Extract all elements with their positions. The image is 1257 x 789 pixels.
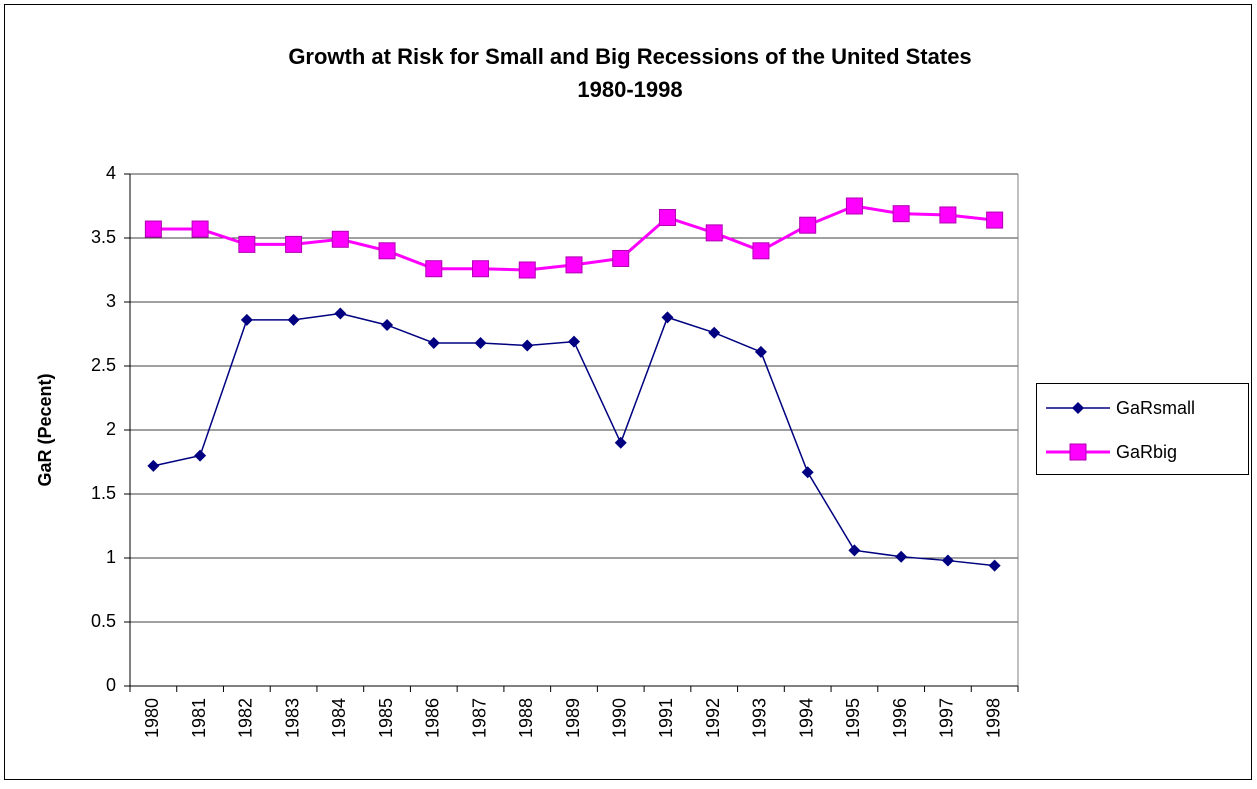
x-tick-label: 1981	[189, 698, 209, 738]
grid: 0 0.5 1 1.5 2 2.5 3 3.5 4 1980 1981 1982 1983 1984 198…	[91, 163, 1019, 738]
x-tick-label: 1980	[142, 698, 162, 738]
marker	[801, 466, 814, 479]
y-tick-label: 0.5	[91, 611, 116, 631]
marker	[708, 326, 721, 339]
marker	[565, 256, 583, 274]
marker	[518, 261, 536, 279]
marker	[705, 224, 723, 242]
y-tick-label: 3.5	[91, 227, 116, 247]
marker	[658, 209, 676, 227]
legend: GaRsmall GaRbig	[1046, 398, 1195, 462]
y-tick-label: 1	[106, 547, 116, 567]
marker	[612, 249, 630, 267]
marker	[521, 339, 534, 352]
x-tick-label: 1995	[843, 698, 863, 738]
x-tick-label: 1983	[282, 698, 302, 738]
marker	[752, 242, 770, 260]
marker	[614, 436, 627, 449]
y-tick-label: 2	[106, 419, 116, 439]
marker	[472, 260, 490, 278]
marker	[895, 550, 908, 563]
x-tick-label: 1989	[563, 698, 583, 738]
x-tick-label: 1984	[329, 698, 349, 738]
y-tick-label: 3	[106, 291, 116, 311]
marker	[941, 554, 954, 567]
marker	[474, 336, 487, 349]
marker	[331, 230, 349, 248]
marker	[240, 313, 253, 326]
x-tick-label: 1993	[750, 698, 770, 738]
marker	[988, 559, 1001, 572]
marker	[939, 206, 957, 224]
marker	[892, 205, 910, 223]
marker	[285, 235, 303, 253]
plot	[144, 197, 1004, 572]
legend-marker	[1072, 402, 1084, 414]
marker	[334, 307, 347, 320]
marker	[378, 242, 396, 260]
x-tick-label: 1985	[376, 698, 396, 738]
y-tick-label: 4	[106, 163, 116, 183]
chart-subtitle: 1980-1998	[577, 77, 682, 102]
marker	[287, 313, 300, 326]
marker	[845, 197, 863, 215]
x-tick-label: 1987	[469, 698, 489, 738]
x-tick-label: 1991	[656, 698, 676, 738]
marker	[381, 319, 394, 332]
x-tick-label: 1982	[236, 698, 256, 738]
y-tick-label: 0	[106, 675, 116, 695]
marker	[799, 216, 817, 234]
x-tick-label: 1990	[609, 698, 629, 738]
y-tick-label: 1.5	[91, 483, 116, 503]
y-tick-label: 2.5	[91, 355, 116, 375]
legend-label: GaRsmall	[1116, 398, 1195, 418]
legend-marker	[1069, 443, 1087, 461]
x-tick-label: 1992	[703, 698, 723, 738]
legend-label: GaRbig	[1116, 442, 1177, 462]
marker	[427, 336, 440, 349]
marker	[568, 335, 580, 348]
marker	[425, 260, 443, 278]
x-tick-label: 1994	[796, 698, 816, 738]
marker	[986, 211, 1004, 229]
marker	[238, 235, 256, 253]
x-tick-label: 1986	[423, 698, 443, 738]
chart-title: Growth at Risk for Small and Big Recessi…	[288, 44, 971, 69]
x-tick-label: 1996	[890, 698, 910, 738]
y-axis-label: GaR (Pecent)	[35, 373, 55, 486]
x-tick-label: 1997	[937, 698, 957, 738]
marker	[194, 449, 207, 462]
marker	[191, 220, 209, 238]
marker	[661, 311, 674, 324]
marker	[144, 220, 162, 238]
marker	[848, 544, 861, 557]
marker	[147, 459, 160, 472]
x-tick-label: 1988	[516, 698, 536, 738]
x-tick-label: 1998	[983, 698, 1003, 738]
marker	[754, 345, 767, 358]
